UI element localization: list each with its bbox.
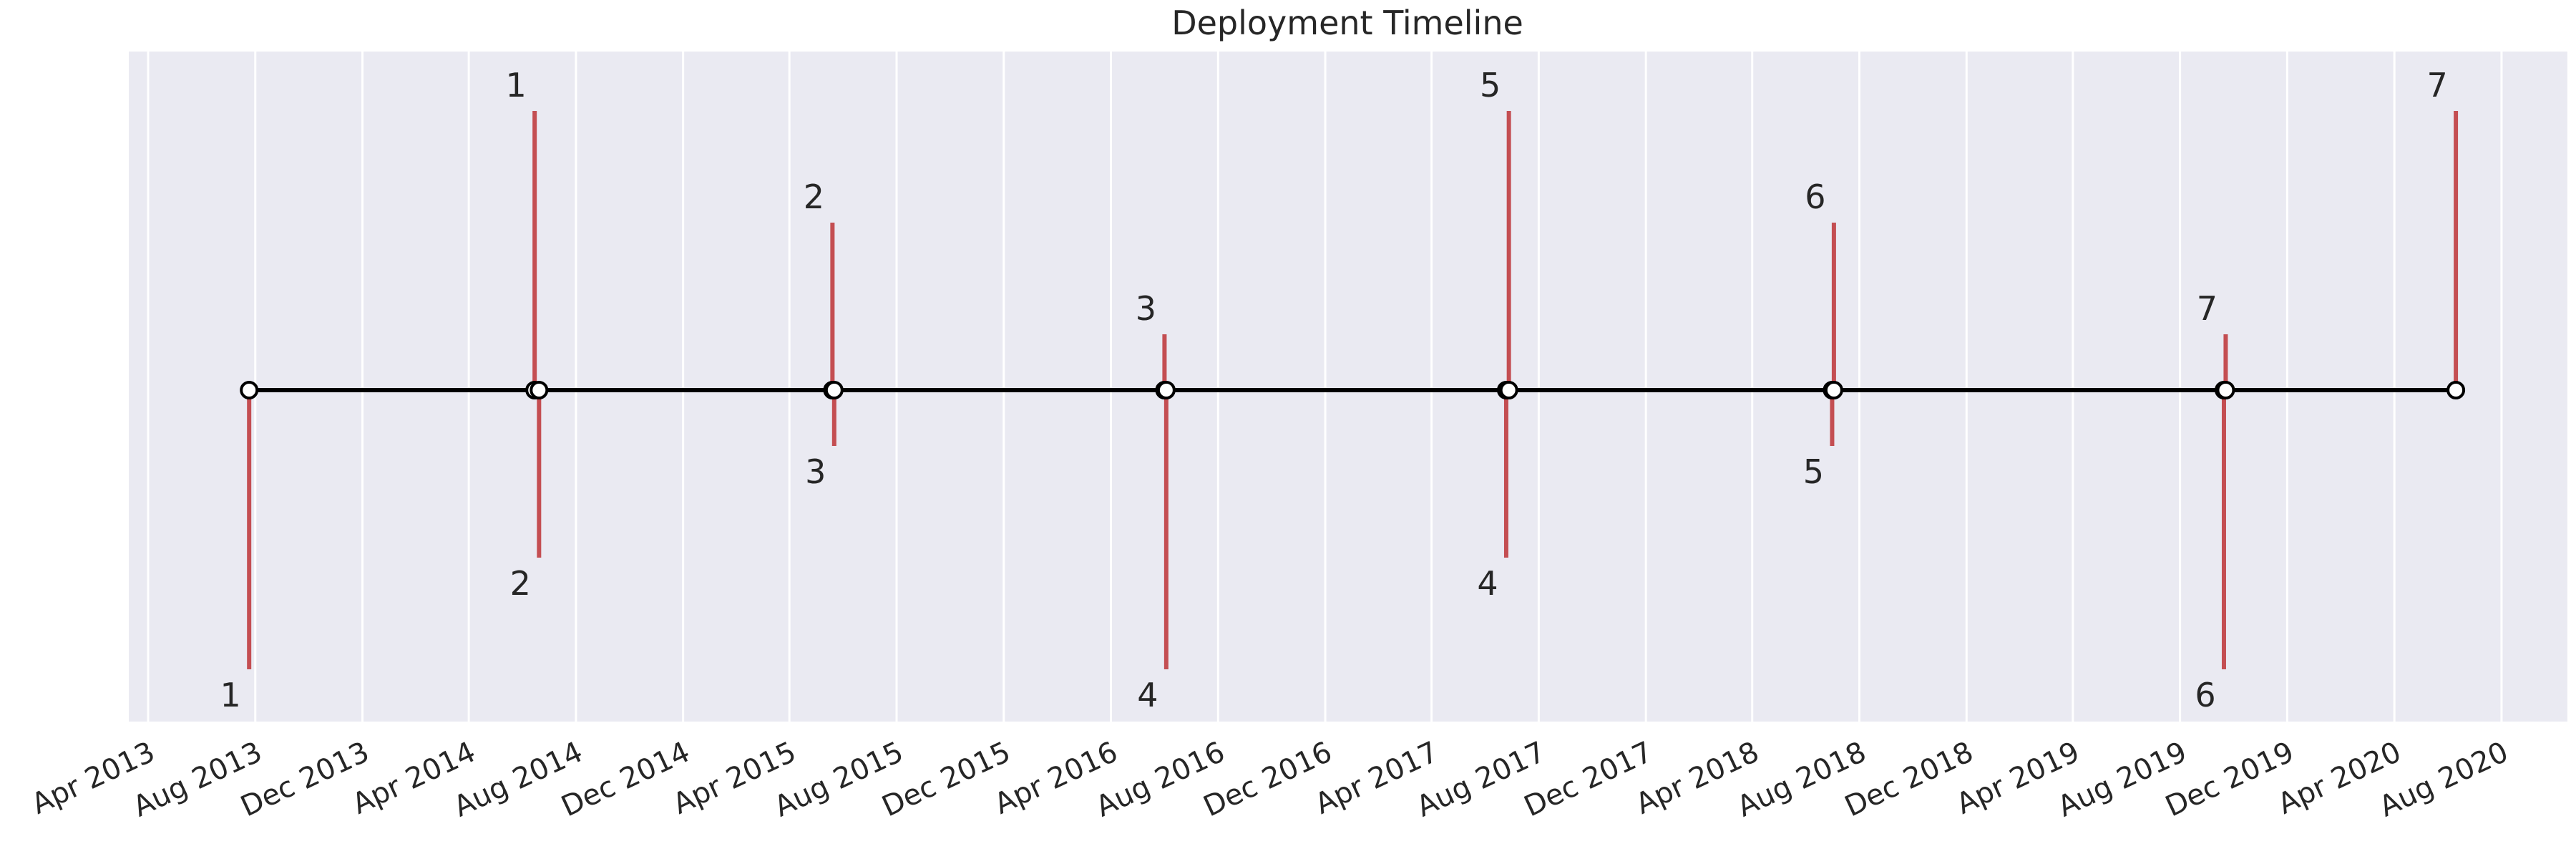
event-marker [2216,381,2235,399]
chart-title: Deployment Timeline [1171,4,1523,42]
event-label: 6 [1805,178,1825,216]
event-marker [1824,381,1843,399]
event-marker [824,381,844,399]
event-label: 7 [2426,66,2447,105]
stem-labels-layer: 1 1 2 2 3 3 4 4 5 5 6 6 7 7 [220,66,2448,714]
event-label: 3 [805,452,826,491]
event-marker [1499,381,1518,399]
event-marker [240,381,259,399]
event-marker [1156,381,1176,399]
event-label: 5 [1803,452,1824,491]
event-label: 1 [506,66,527,105]
event-label: 5 [1480,66,1501,105]
event-label: 4 [1137,676,1158,714]
markers-layer [240,381,2466,399]
event-label: 3 [1136,289,1156,328]
event-marker [2446,381,2466,399]
event-label: 1 [220,676,241,714]
grid-layer [147,52,2503,722]
stems-layer [247,111,2459,669]
event-marker [530,381,549,399]
event-label: 2 [804,178,824,216]
event-label: 6 [2195,676,2215,714]
event-label: 2 [510,564,531,603]
plot-area [129,52,2567,722]
event-label: 4 [1477,564,1498,603]
event-label: 7 [2197,289,2218,328]
